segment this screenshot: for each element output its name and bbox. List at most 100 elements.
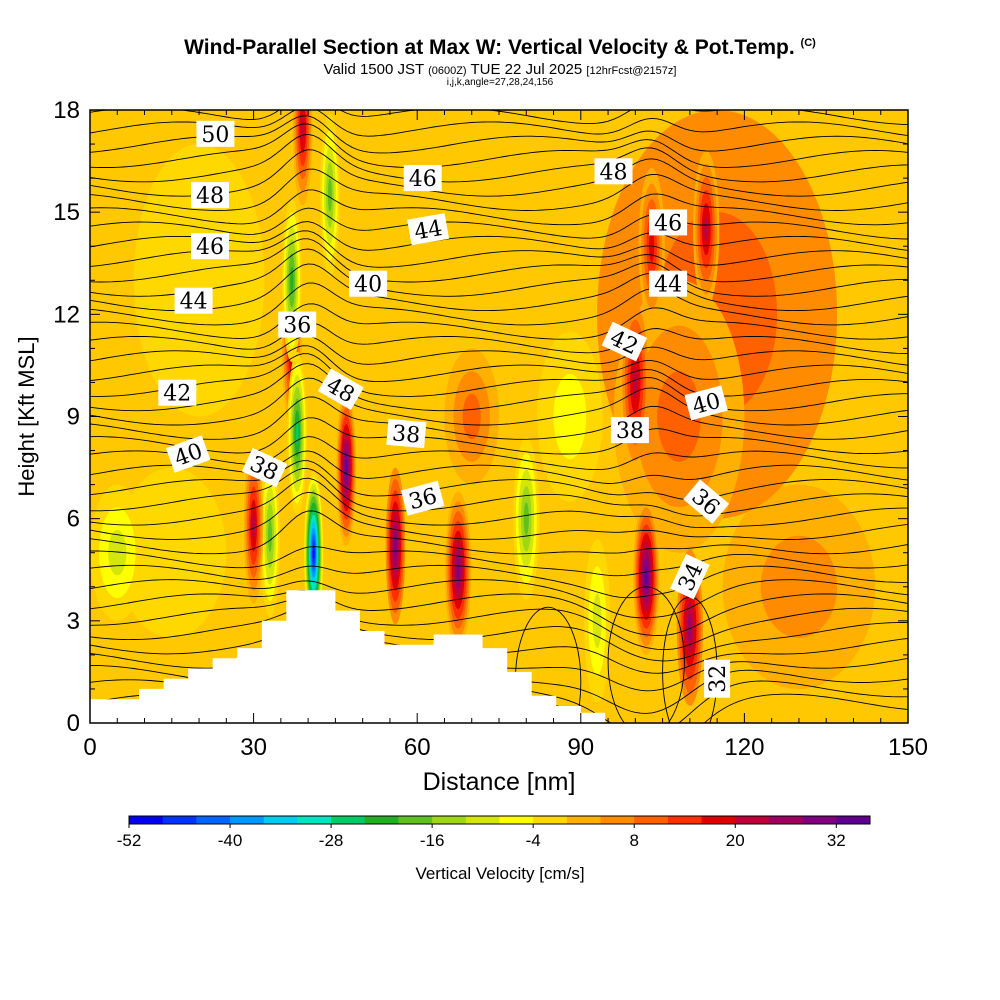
colorbar-swatch xyxy=(667,816,703,824)
contour-label-text: 44 xyxy=(412,216,444,245)
downdraft-core xyxy=(327,178,332,212)
colorbar-tick-label: -16 xyxy=(420,831,445,850)
colorbar-swatch xyxy=(634,816,669,824)
title-text: Wind-Parallel Section at Max W: Vertical… xyxy=(184,36,795,59)
contour-label-box xyxy=(158,379,197,406)
valid-date: TUE 22 Jul 2025 xyxy=(470,61,583,78)
downdraft-core xyxy=(268,519,272,552)
theta-contour xyxy=(90,207,908,240)
contour-label: 38 xyxy=(386,418,427,449)
colorbar-swatch xyxy=(432,816,467,824)
contour-label: 40 xyxy=(165,435,211,473)
contour-label-box xyxy=(403,165,442,192)
theta-contour xyxy=(90,491,908,540)
x-axis-label: Distance [nm] xyxy=(423,768,576,796)
y-tick-label: 6 xyxy=(67,506,80,533)
contour-label: 36 xyxy=(278,311,317,339)
contour-label-text: 40 xyxy=(354,273,382,298)
theta-contour xyxy=(90,597,908,651)
theta-contour xyxy=(90,468,908,517)
colorbar-swatch xyxy=(331,816,366,824)
contour-label-text: 46 xyxy=(196,235,224,260)
contour-label: 46 xyxy=(649,209,688,236)
colorbar-tick-label: -52 xyxy=(117,831,142,850)
forecast-info: [12hrFcst@2157z] xyxy=(586,65,677,77)
contour-label-box xyxy=(174,287,213,314)
colorbar-swatch xyxy=(836,816,871,824)
contour-label-text: 32 xyxy=(706,665,731,693)
downdraft-core xyxy=(290,266,294,294)
y-tick-label: 0 xyxy=(67,710,80,737)
colorbar-tick-label: -28 xyxy=(319,831,344,850)
field-shade xyxy=(117,467,227,638)
contour-label: 42 xyxy=(158,379,197,407)
updraft-core xyxy=(301,113,305,141)
chart-subtitle: Valid 1500 JST (0600Z) TUE 22 Jul 2025 [… xyxy=(0,61,1000,78)
theta-contour xyxy=(90,590,908,636)
contour-label-box xyxy=(610,417,649,444)
theta-contour xyxy=(607,586,685,723)
theta-contour xyxy=(90,417,908,455)
theta-contour xyxy=(90,353,908,397)
colorbar-swatch xyxy=(129,816,164,824)
contour-label: 48 xyxy=(191,182,229,209)
contour-label-box xyxy=(241,447,288,488)
theta-contour xyxy=(90,377,908,426)
colorbar-tick-label: -40 xyxy=(218,831,243,850)
contour-label-box xyxy=(601,321,648,362)
y-tick-label: 3 xyxy=(67,608,80,635)
y-tick-label: 9 xyxy=(67,404,80,431)
downdraft-core xyxy=(523,502,529,535)
x-tick-label: 0 xyxy=(83,734,96,761)
updraft-core xyxy=(644,567,648,586)
x-tick-label: 30 xyxy=(240,734,267,761)
colorbar-tick-label: 8 xyxy=(629,831,638,850)
colorbar-swatch xyxy=(600,816,635,824)
downdraft-core xyxy=(592,593,602,648)
contour-label-box xyxy=(684,385,728,421)
contour-label-box xyxy=(165,435,211,473)
contour-label-text: 44 xyxy=(654,273,682,298)
theta-contour xyxy=(90,460,908,501)
downdraft-core xyxy=(295,421,299,446)
theta-contour xyxy=(90,123,908,169)
contour-label-box xyxy=(191,233,229,260)
colorbar-tick-label: 32 xyxy=(827,831,846,850)
theta-contour xyxy=(90,321,908,354)
x-tick-label: 150 xyxy=(888,734,928,761)
theta-contour xyxy=(90,546,908,577)
contour-label: 44 xyxy=(407,213,450,245)
contour-label-box xyxy=(278,311,317,338)
contour-label-box xyxy=(704,659,731,698)
colorbar-swatch xyxy=(398,816,433,824)
valid-utc: (0600Z) xyxy=(428,65,467,77)
contour-label-box xyxy=(594,158,633,185)
valid-time: Valid 1500 JST xyxy=(323,61,424,78)
colorbar-frame xyxy=(128,815,871,825)
terrain-profile xyxy=(90,590,606,723)
colorbar-swatch xyxy=(735,816,770,824)
contour-label-text: 46 xyxy=(654,211,682,236)
contour-label: 44 xyxy=(649,270,688,298)
colorbar-swatch xyxy=(162,816,197,824)
theta-contour xyxy=(90,477,908,529)
contour-label-text: 44 xyxy=(180,290,208,315)
updraft-core xyxy=(632,366,638,399)
contour-label: 46 xyxy=(403,165,442,192)
colorbar-title: Vertical Velocity [cm/s] xyxy=(415,864,585,883)
field-shade xyxy=(133,144,265,417)
updraft-core xyxy=(456,560,460,580)
colorbar-swatch xyxy=(196,816,231,824)
contour-label-text: 48 xyxy=(600,160,628,185)
theta-contour xyxy=(90,282,908,326)
theta-contour xyxy=(90,189,908,226)
y-tick-label: 12 xyxy=(53,301,80,328)
contour-label-box xyxy=(349,270,388,297)
contour-label: 40 xyxy=(349,270,388,298)
theta-contour xyxy=(90,396,908,440)
contour-label: 40 xyxy=(684,385,728,421)
colorbar-swatch xyxy=(364,816,399,824)
chart-title: Wind-Parallel Section at Max W: Vertical… xyxy=(0,36,1000,60)
